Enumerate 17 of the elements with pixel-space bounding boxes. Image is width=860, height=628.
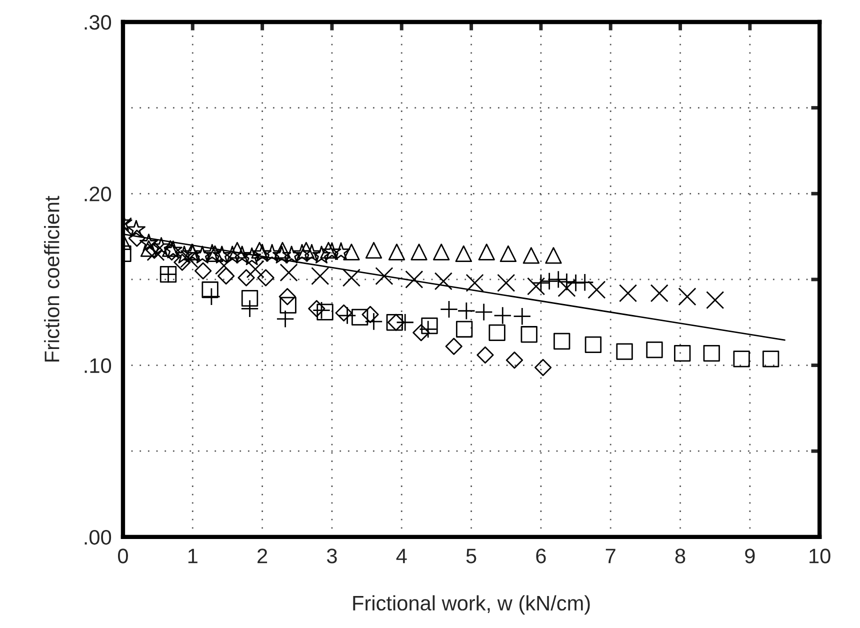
y-axis-title: Friction coefficient (44, 196, 60, 362)
x-axis-title: Frictional work, w (kN/cm) (353, 595, 590, 615)
x-tick-label: 7 (606, 548, 616, 564)
x-tick-label: 0 (118, 548, 128, 564)
x-tick-label: 10 (810, 548, 830, 564)
x-tick-label: 9 (745, 548, 755, 564)
y-tick-label: .20 (84, 186, 112, 202)
x-tick-label: 4 (396, 548, 407, 564)
y-tick-label: .10 (84, 358, 112, 374)
x-tick-label: 5 (466, 548, 476, 564)
y-tick-label: .00 (84, 530, 112, 545)
x-tick-label: 8 (675, 548, 686, 564)
y-tick-label: .30 (84, 14, 112, 30)
x-tick-label: 6 (536, 548, 546, 564)
x-tick-label: 3 (326, 548, 337, 564)
x-tick-label: 1 (188, 548, 198, 564)
x-tick-label: 2 (258, 548, 268, 564)
